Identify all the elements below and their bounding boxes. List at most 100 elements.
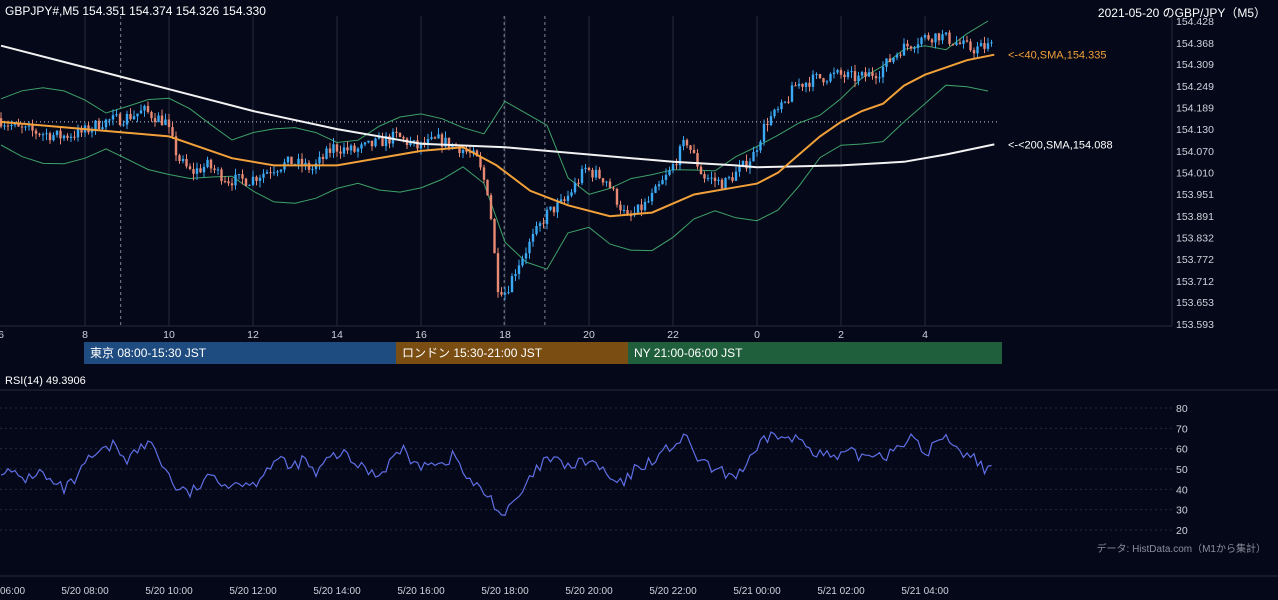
hour-axis-label: 10 xyxy=(163,329,175,341)
candle-body xyxy=(171,127,174,137)
sma200-line xyxy=(0,44,995,169)
candle-body xyxy=(850,71,853,73)
candle-body xyxy=(335,144,339,152)
candle-body xyxy=(45,133,48,135)
candle-body xyxy=(160,115,164,126)
candle-body xyxy=(80,128,83,133)
candle-body xyxy=(437,134,440,139)
price-axis-label: 153.951 xyxy=(1176,189,1214,201)
candle-body xyxy=(300,158,304,167)
candle-body xyxy=(864,72,867,77)
candle-body xyxy=(979,43,983,47)
candle-body xyxy=(885,58,888,67)
candle-body xyxy=(906,43,909,47)
candle-body xyxy=(489,195,493,219)
candle-body xyxy=(433,137,437,139)
candle-body xyxy=(853,71,857,82)
candle-body xyxy=(773,109,776,117)
candle-body xyxy=(97,120,101,130)
candle-body xyxy=(552,206,556,213)
candle-body xyxy=(535,225,538,234)
candle-body xyxy=(944,32,948,35)
candle-body xyxy=(563,199,566,201)
candle-body xyxy=(934,33,937,43)
candle-body xyxy=(517,265,521,275)
candle-body xyxy=(391,131,395,144)
candle-body xyxy=(622,209,626,211)
candle-body xyxy=(930,39,934,43)
data-source-note: データ: HistData.com（M1から集計） xyxy=(1096,544,1266,555)
candle-body xyxy=(913,47,916,49)
candle-body xyxy=(430,137,433,139)
candle-body xyxy=(647,201,650,203)
candle-body xyxy=(696,153,699,167)
candle-body xyxy=(41,134,45,136)
candle-body xyxy=(787,101,790,103)
candle-body xyxy=(636,204,640,213)
candle-body xyxy=(825,81,829,83)
candle-body xyxy=(13,123,17,125)
candle-body xyxy=(528,241,531,254)
candle-body xyxy=(220,169,223,182)
candle-body xyxy=(801,83,804,87)
candle-body xyxy=(76,128,80,138)
candle-body xyxy=(839,70,843,75)
candle-body xyxy=(776,109,780,111)
candle-body xyxy=(328,148,332,153)
candle-body xyxy=(311,169,314,171)
candle-body xyxy=(699,166,703,175)
candle-body xyxy=(374,138,377,147)
candle-body xyxy=(836,70,839,73)
candle-body xyxy=(227,181,230,184)
candle-body xyxy=(941,34,944,41)
candle-body xyxy=(584,167,587,169)
candle-body xyxy=(759,141,762,151)
candle-body xyxy=(342,147,346,154)
chart-date-title: 2021-05-20 のGBP/JPY（M5） xyxy=(1097,6,1266,20)
candle-body xyxy=(181,158,185,162)
candle-body xyxy=(258,177,262,181)
candle-body xyxy=(857,75,860,82)
candle-body xyxy=(580,168,584,184)
candle-body xyxy=(692,149,696,154)
hour-axis-label: 6 xyxy=(0,329,4,341)
candle-body xyxy=(675,164,678,166)
candle-body xyxy=(538,223,542,226)
rsi-axis-label: 30 xyxy=(1176,505,1188,517)
candle-body xyxy=(871,72,874,77)
rsi-axis-label: 80 xyxy=(1176,403,1188,415)
candle-body xyxy=(129,113,132,120)
candle-body xyxy=(965,40,969,42)
candle-body xyxy=(62,135,66,139)
candle-body xyxy=(297,158,300,165)
hour-axis-label: 22 xyxy=(667,329,679,341)
price-axis-label: 154.010 xyxy=(1176,168,1214,180)
candle-body xyxy=(899,54,902,56)
candle-body xyxy=(734,171,738,181)
hour-axis-label: 20 xyxy=(583,329,595,341)
candle-body xyxy=(608,181,612,188)
candle-body xyxy=(143,105,146,111)
candle-body xyxy=(132,116,136,120)
candle-body xyxy=(486,179,489,196)
candle-body xyxy=(286,156,290,163)
candle-body xyxy=(661,179,664,185)
candle-body xyxy=(496,253,500,293)
candle-body xyxy=(377,136,381,139)
candle-body xyxy=(811,74,815,87)
candle-body xyxy=(650,192,654,202)
candle-body xyxy=(206,159,209,167)
candle-body xyxy=(969,41,972,51)
candle-body xyxy=(153,118,157,123)
candle-body xyxy=(17,123,20,127)
rsi-axis-label: 20 xyxy=(1176,525,1188,537)
candle-body xyxy=(664,174,668,180)
date-axis-label: 5/21 00:00 xyxy=(733,586,781,597)
candle-body xyxy=(234,174,237,186)
candle-body xyxy=(703,174,706,179)
hour-axis-label: 18 xyxy=(499,329,511,341)
candle-body xyxy=(31,125,34,131)
candle-body xyxy=(66,135,69,138)
candle-body xyxy=(752,151,755,162)
candle-body xyxy=(440,134,444,147)
